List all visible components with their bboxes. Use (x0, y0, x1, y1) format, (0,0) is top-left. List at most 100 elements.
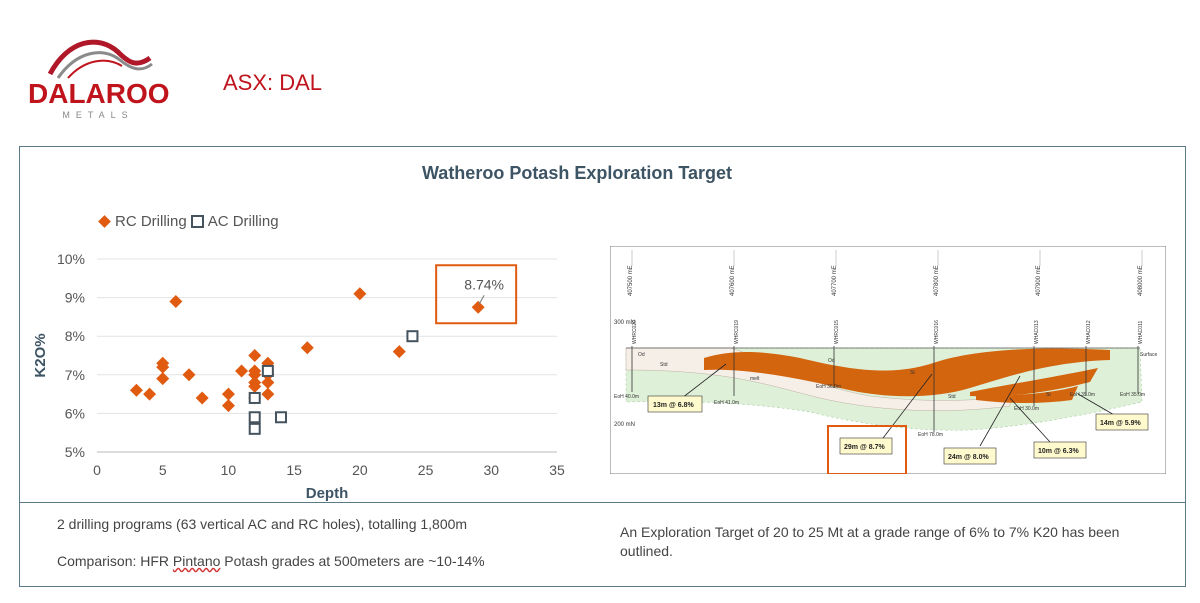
chart-legend: RC Drilling AC Drilling (98, 213, 279, 230)
rc-legend-label: RC Drilling (115, 213, 187, 230)
rc-drilling-point (353, 287, 367, 301)
annotation-leader (478, 295, 485, 305)
ac-drilling-point (261, 364, 274, 377)
rc-drilling-point (248, 349, 262, 362)
chart-points (129, 287, 485, 435)
surface-label: Surface (1140, 352, 1157, 358)
rc-drilling-point (392, 345, 406, 359)
rc-drilling-point (248, 379, 262, 393)
eoh-label: EoH 35.0m (1120, 392, 1145, 398)
unit-label: melt (750, 376, 760, 382)
y-tick-label: 8% (65, 328, 85, 344)
x-tick-label: 0 (93, 462, 101, 478)
hole-label: WHAC013 (1034, 320, 1040, 344)
rc-drilling-point (221, 387, 235, 401)
logo-wave-icon (47, 39, 153, 79)
annotation-label: 8.74% (464, 276, 504, 292)
slide-title: Watheroo Potash Exploration Target (421, 163, 733, 183)
logo-name: DALAROO (28, 78, 170, 109)
eoh-label: EoH 78.0m (918, 432, 943, 438)
x-tick-label: 20 (352, 462, 368, 478)
rc-drilling-point (195, 391, 209, 405)
intercept-label: 10m @ 6.3% (1038, 448, 1079, 455)
intercept-label: 24m @ 8.0% (948, 454, 989, 461)
hole-label: WHAC011 (1138, 321, 1144, 344)
ac-legend-marker (190, 215, 204, 228)
rc-drilling-point (261, 376, 275, 390)
asx-ticker: ASX: DAL (223, 70, 323, 95)
footer-drilling-summary: 2 drilling programs (63 vertical AC and … (57, 516, 468, 532)
easting-label: 408000 mE (1138, 265, 1144, 296)
cross-section-diagram: 407500 mE 407600 mE 407700 mE 407800 mE … (610, 246, 1166, 474)
y-tick-labels: 5% 6% 7% 8% 9% 10% (57, 251, 85, 460)
rc-drilling-point (300, 341, 314, 355)
footer-exploration-target: An Exploration Target of 20 to 25 Mt at … (620, 524, 1120, 559)
unit-label: Std (948, 394, 956, 400)
intercept-label: 13m @ 6.8% (653, 402, 694, 409)
rc-drilling-point (156, 360, 170, 374)
y-tick-label: 5% (65, 444, 85, 460)
easting-label: 407900 mE (1036, 265, 1042, 296)
eoh-label: EoH 30.0m (1014, 406, 1039, 412)
ac-drilling-point (275, 411, 287, 424)
rc-drilling-point (235, 364, 249, 378)
frame-divider (19, 502, 1186, 503)
intercept-label: 14m @ 5.9% (1100, 420, 1141, 427)
rc-drilling-point (248, 368, 262, 382)
eoh-label: EoH 41.0m (714, 400, 739, 406)
unit-label: St (1046, 392, 1051, 398)
footer-comparison: Comparison: HFR Pintano Potash grades at… (57, 553, 485, 569)
scatter-chart: 5%6%7%8%9%10% 0 5 10 15 20 25 30 35 K2O% Depth … (32, 251, 565, 502)
hole-label: WHRC015 (834, 320, 840, 344)
x-tick-labels: 0 5 10 15 20 25 30 35 (93, 462, 565, 478)
eoh-label: EoH 40.0m (614, 394, 639, 400)
ac-drilling-point (248, 411, 261, 424)
rc-drilling-point (471, 300, 485, 314)
unit-label: Od (638, 352, 645, 358)
y-tick-label: 7% (65, 367, 85, 383)
x-tick-label: 25 (418, 462, 434, 478)
rc-drilling-point (261, 387, 275, 401)
content-frame (19, 146, 1186, 587)
x-tick-label: 5 (159, 462, 167, 478)
x-tick-label: 35 (549, 462, 565, 478)
unit-label: St (910, 370, 915, 376)
rc-drilling-point (156, 372, 170, 386)
unit-label: Std (660, 362, 668, 368)
x-tick-label: 10 (221, 462, 237, 478)
ac-legend-label: AC Drilling (207, 213, 279, 230)
section-highlight-box (827, 425, 907, 474)
rc-drilling-point (129, 383, 143, 397)
logo-sub: METALS (62, 110, 134, 120)
hole-label: WHRC020 (632, 320, 638, 344)
ac-drilling-point (406, 330, 419, 343)
footer-comparison-a: Comparison: HFR (57, 553, 173, 569)
rc-drilling-point (143, 387, 157, 401)
y-tick-label: 9% (65, 290, 85, 306)
rc-drilling-point (182, 368, 196, 382)
company-logo: DALAROO METALS (28, 38, 170, 130)
intercept-label: 29m @ 8.7% (844, 444, 885, 451)
rl-label: 300 mN (614, 320, 635, 326)
y-tick-label: 6% (65, 405, 85, 421)
ac-drilling-point (248, 422, 261, 435)
footer-comparison-pintano: Pintano (172, 553, 221, 569)
easting-label: 407600 mE (730, 265, 736, 296)
hole-label: WHRC016 (934, 320, 940, 344)
hole-label: WHRC019 (734, 320, 740, 344)
highlight-box (435, 264, 518, 325)
rc-drilling-point (169, 294, 183, 308)
y-tick-label: 10% (57, 251, 85, 267)
rc-drilling-point (221, 399, 235, 413)
footer-comparison-c: Potash grades at 500meters are ~10-14% (220, 553, 485, 569)
rl-label: 200 mN (614, 422, 635, 428)
unit-label: Od (828, 358, 835, 364)
eoh-label: EoH 36.0m (816, 384, 841, 390)
hole-label: WHAC012 (1086, 320, 1092, 344)
easting-label: 407700 mE (832, 265, 838, 296)
x-tick-label: 15 (286, 462, 302, 478)
highlight-annotation: 8.74% (435, 264, 518, 325)
x-axis-label: Depth (306, 485, 349, 502)
easting-label: 407500 mE (628, 265, 634, 296)
eoh-label: EoH 39.0m (1070, 392, 1095, 398)
